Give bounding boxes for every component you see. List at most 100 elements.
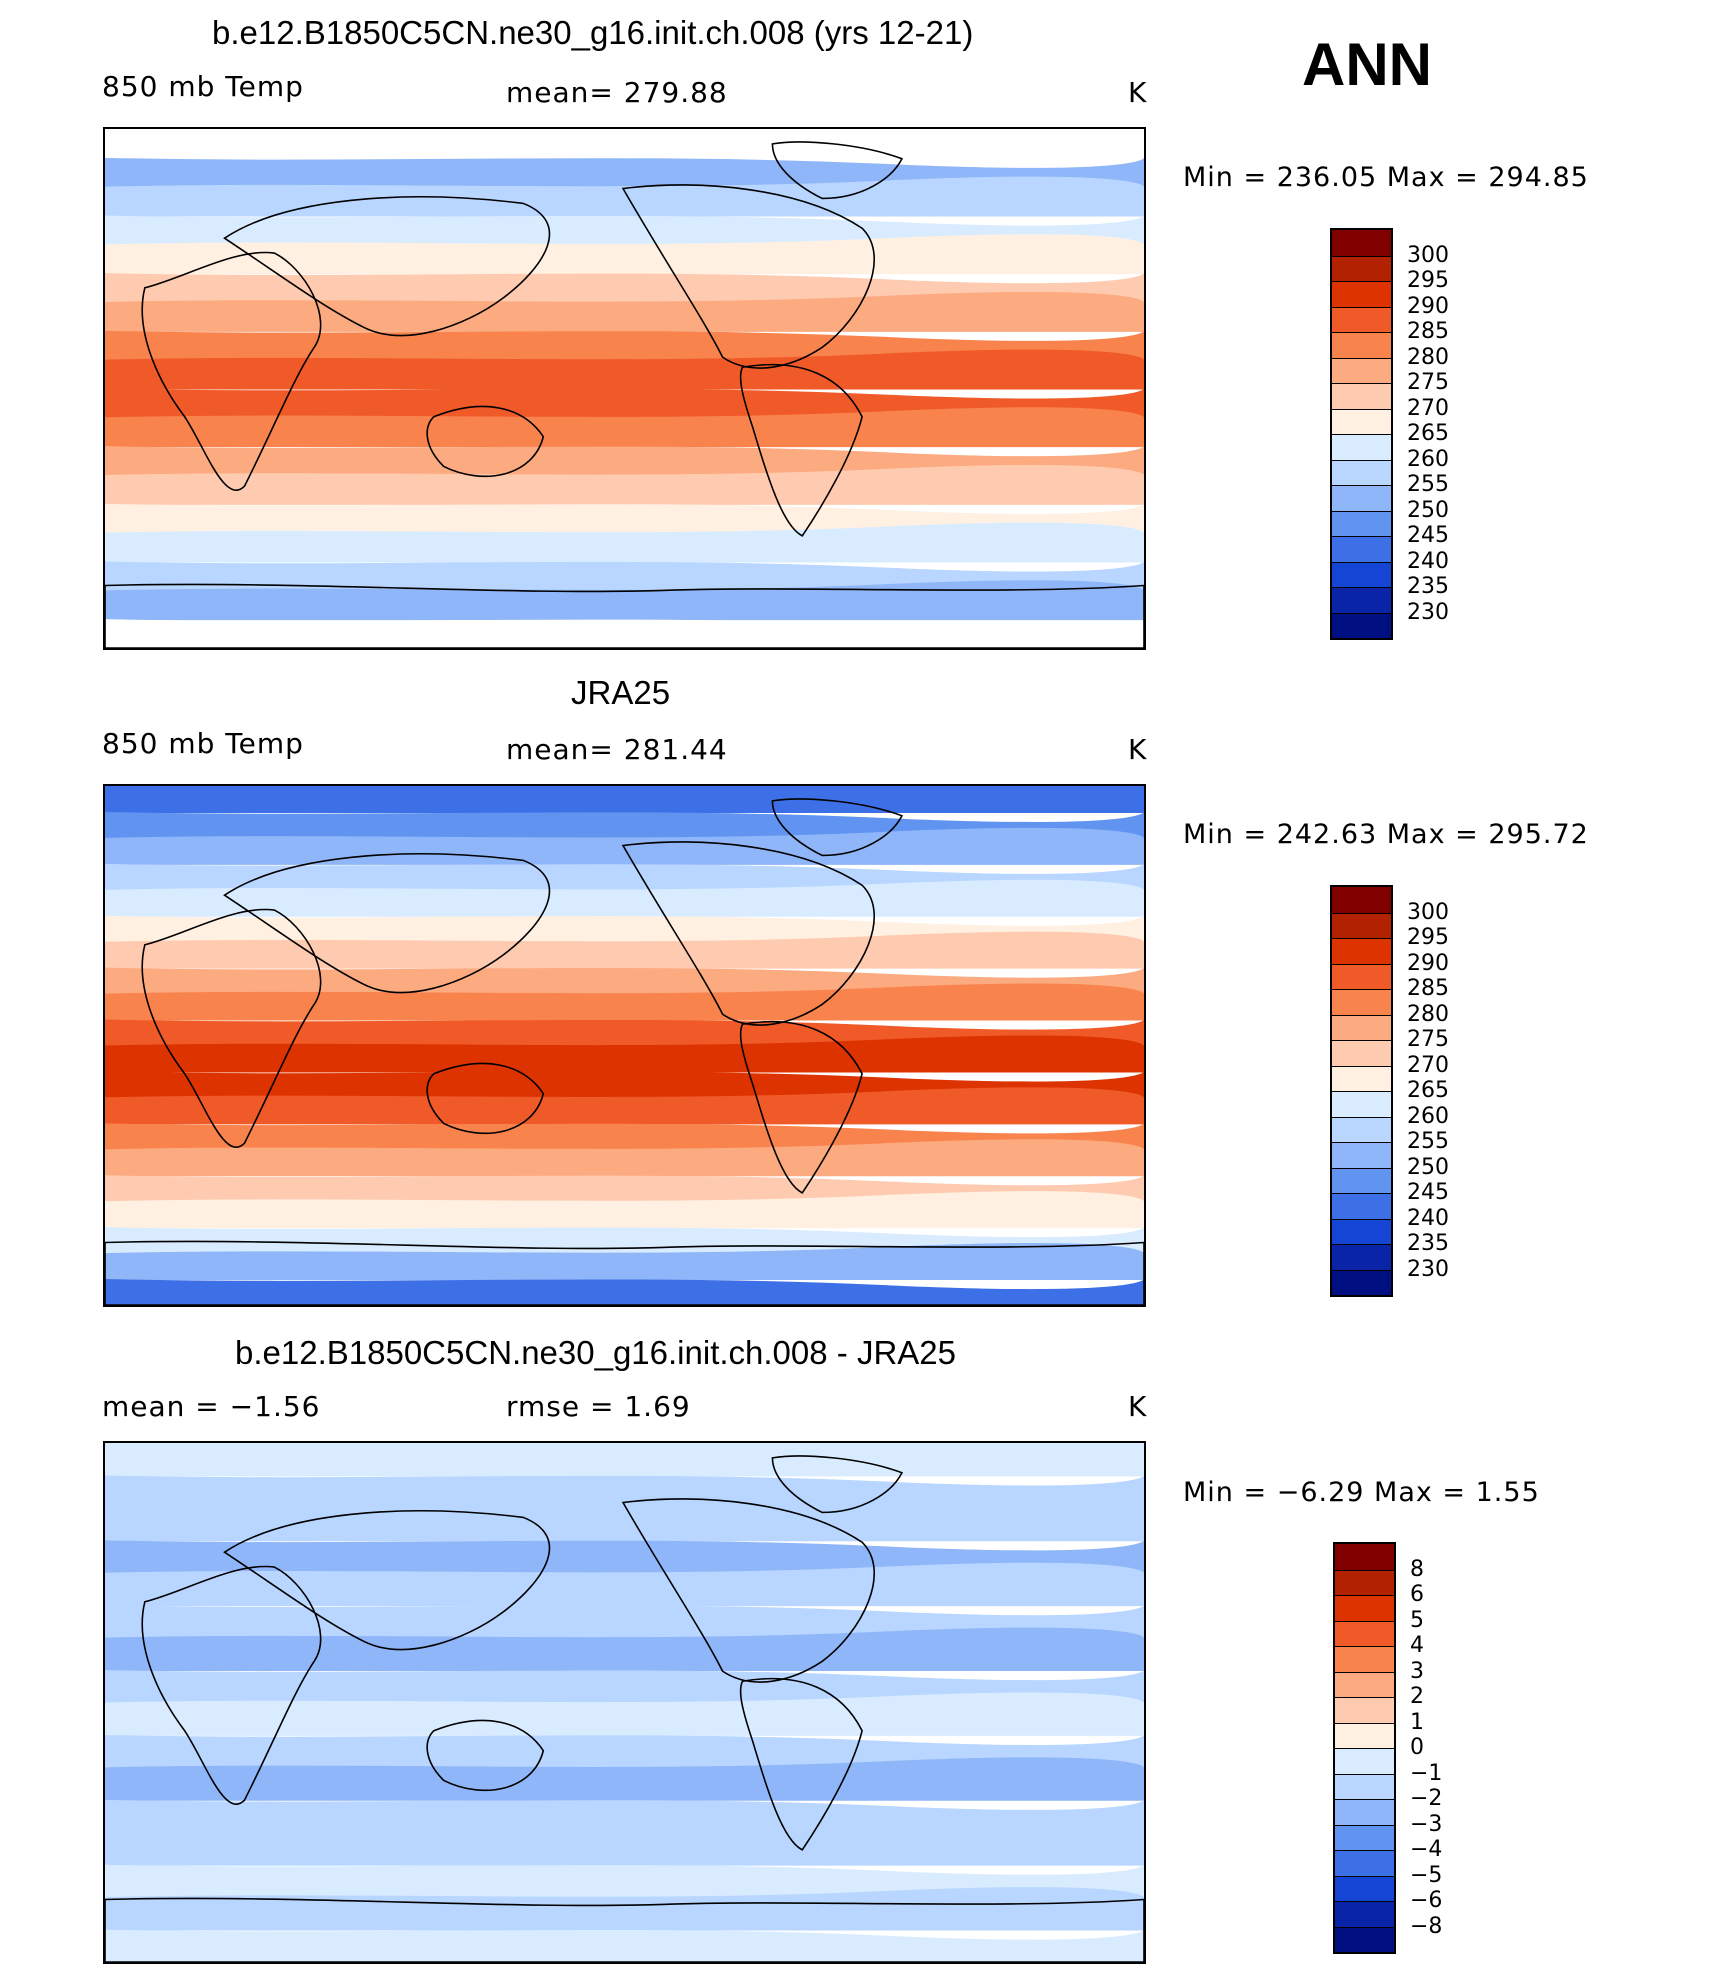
coastline (426, 1719, 545, 1792)
temperature-band (105, 931, 1144, 969)
colorbar-tick-label: 1 (1410, 1709, 1424, 1735)
coastline (105, 583, 1144, 648)
colorbar-swatch (1332, 912, 1391, 938)
colorbar-swatch (1332, 230, 1391, 256)
panel-2-mean-label: mean= 281.44 (506, 733, 728, 766)
colorbar-tick-label: 295 (1407, 268, 1449, 293)
temperature-band (105, 273, 1144, 303)
temperature-band (105, 1475, 1144, 1509)
colorbar-swatch (1332, 989, 1391, 1015)
temperature-band (105, 291, 1144, 332)
colorbar-swatch (1335, 1569, 1394, 1595)
temperature-band (105, 1191, 1144, 1229)
colorbar-swatch (1332, 255, 1391, 281)
panel-2-map (103, 784, 1146, 1307)
colorbar-tick-label: 260 (1407, 1103, 1449, 1129)
temperature-band (105, 407, 1144, 448)
temperature-band (105, 1562, 1144, 1607)
coastline (771, 1455, 904, 1514)
coastline (223, 853, 551, 994)
colorbar-tick-label: 280 (1407, 344, 1449, 370)
temperature-band (105, 234, 1144, 275)
panel-3-colorbar (1333, 1542, 1396, 1954)
colorbar-swatch (1332, 408, 1391, 434)
temperature-band (105, 786, 1144, 813)
colorbar-swatch (1332, 1193, 1391, 1219)
colorbar-tick-label: 235 (1407, 574, 1449, 599)
colorbar-swatch (1332, 281, 1391, 307)
panel-1-colorbar (1330, 228, 1393, 640)
colorbar-tick-label: 300 (1407, 242, 1449, 268)
panel-3-title: b.e12.B1850C5CN.ne30_g16.init.ch.008 - J… (235, 1334, 956, 1371)
colorbar-tick-label: 230 (1407, 599, 1449, 625)
colorbar-tick-label: 245 (1407, 523, 1449, 548)
panel-2-title: JRA25 (571, 674, 671, 711)
colorbar-tick-label: 0 (1410, 1735, 1424, 1760)
panel-3-mean-label: mean = −1.56 (102, 1390, 321, 1423)
season-label: ANN (1302, 31, 1432, 98)
colorbar-swatch (1335, 1901, 1394, 1927)
map-field (105, 129, 1144, 648)
temperature-band (105, 1443, 1144, 1477)
colorbar-tick-label: 240 (1407, 1205, 1449, 1231)
colorbar-swatch (1332, 332, 1391, 358)
colorbar-swatch (1332, 1142, 1391, 1168)
temperature-band (105, 1670, 1144, 1704)
temperature-band (105, 176, 1144, 217)
temperature-band (105, 1799, 1144, 1834)
panel-3-units: K (1128, 1390, 1148, 1423)
coastline (223, 196, 551, 337)
temperature-band (105, 1279, 1144, 1305)
colorbar-swatch (1332, 1116, 1391, 1142)
coastline (141, 251, 322, 491)
colorbar-swatch (1332, 1167, 1391, 1193)
colorbar-swatch (1332, 510, 1391, 536)
panel-1-minmax: Min = 236.05 Max = 294.85 (1183, 162, 1589, 193)
colorbar-tick-label: −2 (1410, 1786, 1443, 1811)
temperature-band (105, 1540, 1144, 1574)
colorbar-swatch (1332, 459, 1391, 485)
colorbar-tick-label: −5 (1410, 1862, 1443, 1888)
map-field (105, 1443, 1144, 1962)
colorbar-tick-label: 285 (1407, 319, 1449, 344)
colorbar-swatch (1332, 1269, 1391, 1295)
colorbar-swatch (1332, 1014, 1391, 1040)
temperature-band (105, 1757, 1144, 1801)
temperature-band (105, 446, 1144, 476)
coastline (771, 141, 904, 200)
colorbar-tick-label: 290 (1407, 293, 1449, 319)
panel-2-units: K (1128, 733, 1148, 766)
colorbar-swatch (1335, 1620, 1394, 1646)
temperature-band (105, 215, 1144, 246)
temperature-band (105, 1692, 1144, 1736)
colorbar-swatch (1332, 561, 1391, 587)
temperature-band (105, 1035, 1144, 1073)
colorbar-tick-label: 4 (1410, 1633, 1424, 1658)
temperature-band (105, 129, 1144, 159)
temperature-band (105, 157, 1144, 188)
coastline (739, 1020, 863, 1194)
coastline (426, 405, 545, 478)
colorbar-tick-label: 255 (1407, 1129, 1449, 1154)
coastline (105, 1240, 1144, 1305)
colorbar-swatch (1335, 1850, 1394, 1876)
colorbar-tick-label: 275 (1407, 1027, 1449, 1052)
coastline (739, 363, 863, 537)
coastline (739, 1677, 863, 1851)
colorbar-tick-label: 290 (1407, 950, 1449, 976)
colorbar-tick-label: −1 (1410, 1760, 1443, 1786)
panel-1-variable-label: 850 mb Temp (102, 70, 304, 103)
colorbar-swatch (1332, 1218, 1391, 1244)
colorbar-swatch (1332, 938, 1391, 964)
colorbar-tick-label: 3 (1410, 1658, 1424, 1684)
colorbar-tick-label: 270 (1407, 1052, 1449, 1078)
temperature-band (105, 619, 1144, 648)
coastline (771, 798, 904, 857)
colorbar-swatch (1335, 1799, 1394, 1825)
colorbar-tick-label: 295 (1407, 925, 1449, 950)
panel-1-units: K (1128, 76, 1148, 109)
colorbar-tick-label: 2 (1410, 1684, 1424, 1709)
coastline (223, 1510, 551, 1651)
colorbar-swatch (1332, 1040, 1391, 1066)
colorbar-swatch (1335, 1671, 1394, 1697)
